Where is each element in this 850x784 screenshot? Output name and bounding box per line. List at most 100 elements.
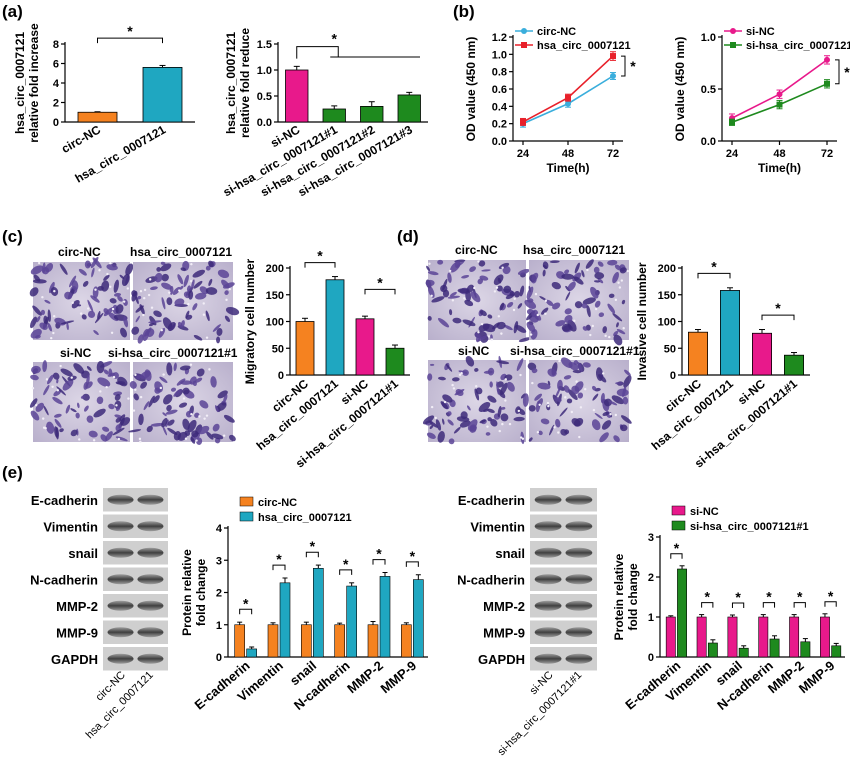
micrograph-d-1 (425, 259, 531, 343)
stained-cell (129, 381, 137, 389)
membrane-pore (477, 331, 480, 334)
membrane-pore (508, 422, 512, 426)
stained-cell (573, 276, 584, 285)
membrane-pore (448, 269, 452, 273)
y-tick-label: 0.0 (257, 117, 272, 129)
stained-cell (540, 307, 549, 315)
membrane-pore (162, 373, 165, 376)
membrane-pore (573, 319, 576, 323)
micrograph-c-3 (29, 360, 131, 442)
stained-cell (114, 414, 123, 419)
membrane-pore (109, 262, 112, 265)
membrane-pore (501, 266, 504, 269)
bar (313, 568, 324, 658)
stained-cell (217, 390, 228, 399)
membrane-pore (184, 437, 188, 440)
y-tick-label: 0.5 (701, 84, 716, 96)
bar (397, 94, 421, 123)
membrane-pore (205, 336, 209, 339)
stained-cell (542, 269, 546, 277)
membrane-pore (544, 312, 547, 315)
micrograph-d-3 (422, 355, 529, 445)
significance-bracket (701, 602, 714, 608)
data-point (824, 80, 830, 87)
stained-cell (144, 327, 152, 337)
stained-cell (582, 326, 588, 331)
significance-bracket (731, 602, 745, 608)
stained-cell (80, 395, 86, 399)
stained-cell (489, 381, 493, 388)
membrane-pore (443, 400, 447, 404)
panel-label-d: (d) (397, 227, 419, 246)
bar (385, 347, 405, 376)
membrane-pore (501, 422, 504, 426)
stained-cell (442, 394, 453, 403)
chart-b2: 0.0 0.5 1.0 OD value (450 nm) 24 48 72 Time(h) s… (673, 26, 850, 175)
stained-cell (462, 319, 476, 327)
stained-cell (500, 413, 509, 422)
stained-cell (477, 278, 484, 285)
stained-cell (166, 362, 173, 376)
stained-cell (224, 315, 231, 322)
membrane-pore (202, 313, 206, 316)
membrane-pore (495, 286, 499, 289)
stained-cell (180, 320, 185, 328)
membrane-pore (452, 387, 456, 390)
stained-cell (53, 389, 62, 397)
bar (285, 69, 309, 123)
stained-cell (187, 419, 197, 433)
blot-strip (103, 594, 168, 618)
blot-row-label: N-cadherin (30, 572, 98, 587)
protein-band (107, 627, 134, 638)
stained-cell (161, 273, 169, 282)
stained-cell (35, 402, 45, 412)
stained-cell (477, 335, 487, 342)
legend-label: si-NC (746, 26, 775, 38)
stained-cell (192, 269, 206, 278)
stained-cell (108, 403, 115, 410)
stained-cell (103, 369, 109, 375)
stained-cell (447, 411, 452, 416)
stained-cell (442, 418, 445, 425)
stained-cell (612, 271, 619, 284)
stained-cell (597, 261, 604, 267)
y-axis-label: Protein relativefold change (180, 549, 208, 636)
stained-cell (611, 395, 625, 405)
protein-band (534, 653, 562, 664)
stained-cell (54, 426, 59, 438)
stained-cell (59, 263, 68, 275)
y-tick-label: 0 (670, 370, 676, 382)
stained-cell (103, 274, 110, 281)
micrograph-d-2 (524, 259, 629, 346)
blot-strip (103, 567, 168, 591)
stained-cell (52, 372, 60, 380)
y-tick-label: 0.5 (257, 91, 272, 103)
blot-strip (530, 488, 597, 512)
membrane-pore (504, 378, 508, 381)
stained-cell (162, 412, 167, 417)
protein-band (565, 494, 593, 505)
stained-cell (603, 398, 612, 407)
membrane-pore (451, 383, 454, 387)
stained-cell (513, 321, 519, 334)
stained-cell (100, 434, 108, 442)
bar (142, 67, 183, 123)
stained-cell (115, 406, 121, 411)
legend-marker (521, 42, 527, 48)
x-tick-label: 24 (726, 148, 739, 160)
stained-cell (136, 374, 141, 380)
membrane-pore (78, 438, 81, 441)
blot-row-label: E-cadherin (458, 493, 525, 508)
protein-band (534, 494, 562, 505)
legend-label: si-hsa_circ_0007121#1 (746, 40, 850, 52)
stained-cell (461, 274, 470, 279)
membrane-pore (504, 399, 507, 402)
protein-band (137, 574, 164, 585)
stained-cell (70, 429, 78, 437)
stained-cell (205, 265, 211, 271)
stained-cell (96, 361, 105, 374)
membrane-pore (37, 261, 41, 265)
y-tick-label: 100 (658, 317, 676, 329)
stained-cell (182, 418, 190, 431)
stained-cell (145, 276, 158, 284)
